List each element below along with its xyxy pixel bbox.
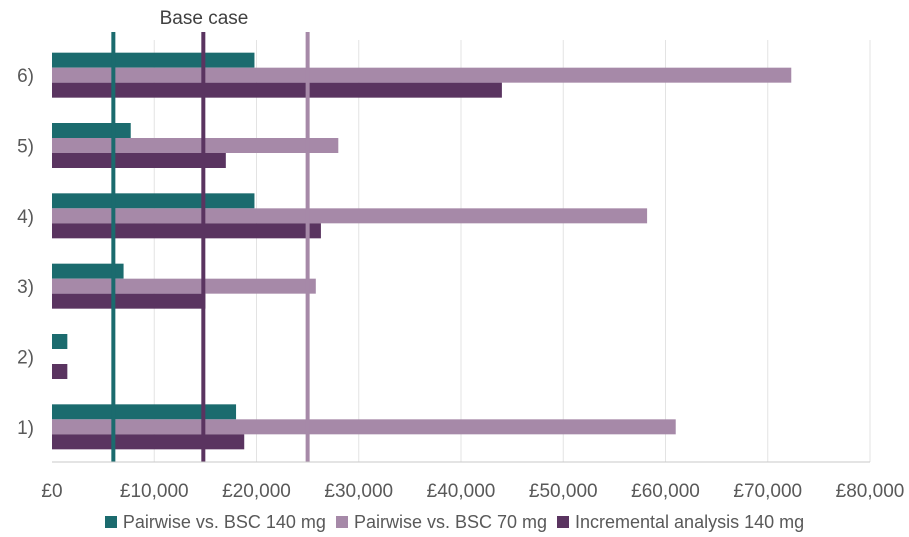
- bar: [52, 82, 502, 98]
- bar: [52, 404, 237, 420]
- x-tick-label: £60,000: [631, 481, 700, 502]
- x-tick-label: £20,000: [222, 481, 291, 502]
- reference-lines: [111, 32, 310, 462]
- base-case-annotation: Base case: [160, 8, 249, 29]
- x-tick-label: £0: [41, 481, 62, 502]
- bar: [52, 364, 68, 379]
- y-tick-label: 1): [17, 418, 34, 439]
- bar: [52, 208, 648, 224]
- legend-item-incremental-140: Incremental analysis 140 mg: [557, 512, 804, 533]
- x-tick-label: £40,000: [427, 481, 496, 502]
- x-tick-labels: £0 £10,000 £20,000 £30,000 £40,000 £50,000 £60…: [41, 481, 904, 502]
- bar: [52, 138, 339, 153]
- bar: [52, 419, 676, 435]
- y-tick-label: 5): [17, 137, 34, 158]
- bar: [52, 153, 226, 168]
- legend-swatch: [557, 516, 569, 528]
- y-tick-label: 3): [17, 277, 34, 298]
- bar: [52, 293, 206, 309]
- bar: [52, 334, 68, 349]
- legend: Pairwise vs. BSC 140 mg Pairwise vs. BSC…: [0, 510, 909, 534]
- bar: [52, 263, 124, 279]
- y-tick-label: 6): [17, 66, 34, 87]
- y-tick-label: 4): [17, 207, 34, 228]
- y-tick-labels: 1) 2) 3) 4) 5) 6): [17, 66, 34, 439]
- x-tick-label: £30,000: [324, 481, 393, 502]
- legend-swatch: [104, 516, 117, 528]
- bar: [52, 67, 792, 83]
- legend-item-pairwise-140: Pairwise vs. BSC 140 mg: [104, 511, 326, 533]
- bar: [52, 52, 255, 68]
- y-tick-label: 2): [17, 348, 34, 369]
- x-tick-label: £50,000: [529, 481, 598, 502]
- bar: [52, 223, 321, 239]
- x-tick-label: £80,000: [836, 481, 905, 502]
- bar: [52, 278, 316, 294]
- legend-label: Incremental analysis 140 mg: [575, 511, 805, 532]
- legend-swatch: [335, 516, 348, 528]
- gridlines: [153, 40, 871, 462]
- x-tick-label: £70,000: [733, 481, 802, 502]
- bar: [52, 193, 255, 209]
- bar: [52, 123, 131, 138]
- bar: [52, 434, 245, 450]
- x-tick-label: £10,000: [120, 481, 189, 502]
- bars: [52, 52, 792, 450]
- legend-label: Pairwise vs. BSC 140 mg: [122, 511, 326, 532]
- legend-label: Pairwise vs. BSC 70 mg: [353, 511, 547, 532]
- legend-item-pairwise-70: Pairwise vs. BSC 70 mg: [335, 511, 547, 533]
